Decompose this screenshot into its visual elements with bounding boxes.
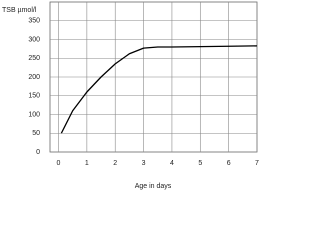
x-tick-label: 6 xyxy=(227,160,231,167)
y-tick-label: 200 xyxy=(28,74,40,81)
y-tick-label: 0 xyxy=(36,149,40,156)
x-tick-label: 2 xyxy=(113,160,117,167)
x-tick-label: 5 xyxy=(198,160,202,167)
y-tick-label: 250 xyxy=(28,55,40,62)
x-tick-label: 1 xyxy=(85,160,89,167)
data-line xyxy=(60,45,258,134)
y-tick-label: 50 xyxy=(32,130,40,137)
y-tick-label: 150 xyxy=(28,93,40,100)
y-tick-label: 100 xyxy=(28,111,40,118)
chart: TSB µmol/l Age in days 05010015020025030… xyxy=(2,1,259,190)
x-tick-label: 3 xyxy=(142,160,146,167)
page: TSB µmol/l Age in days 0 50 100 150 200 250 30… xyxy=(2,1,259,190)
y-tick-label: 350 xyxy=(28,18,40,25)
x-tick-label: 4 xyxy=(170,160,174,167)
y-axis-label: TSB µmol/l xyxy=(2,7,37,14)
y-tick-label: 300 xyxy=(28,36,40,43)
x-axis-label: Age in days xyxy=(135,183,172,190)
x-tick-label: 0 xyxy=(57,160,61,167)
x-tick-label: 7 xyxy=(255,160,259,167)
